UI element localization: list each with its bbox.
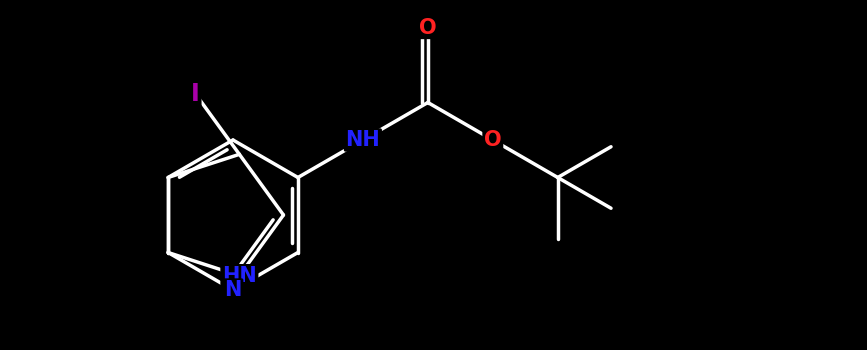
Text: NH: NH xyxy=(346,130,381,150)
Text: O: O xyxy=(419,18,437,37)
Text: HN: HN xyxy=(222,266,257,286)
Text: N: N xyxy=(225,280,242,300)
Text: I: I xyxy=(191,82,199,106)
Text: O: O xyxy=(484,130,502,150)
